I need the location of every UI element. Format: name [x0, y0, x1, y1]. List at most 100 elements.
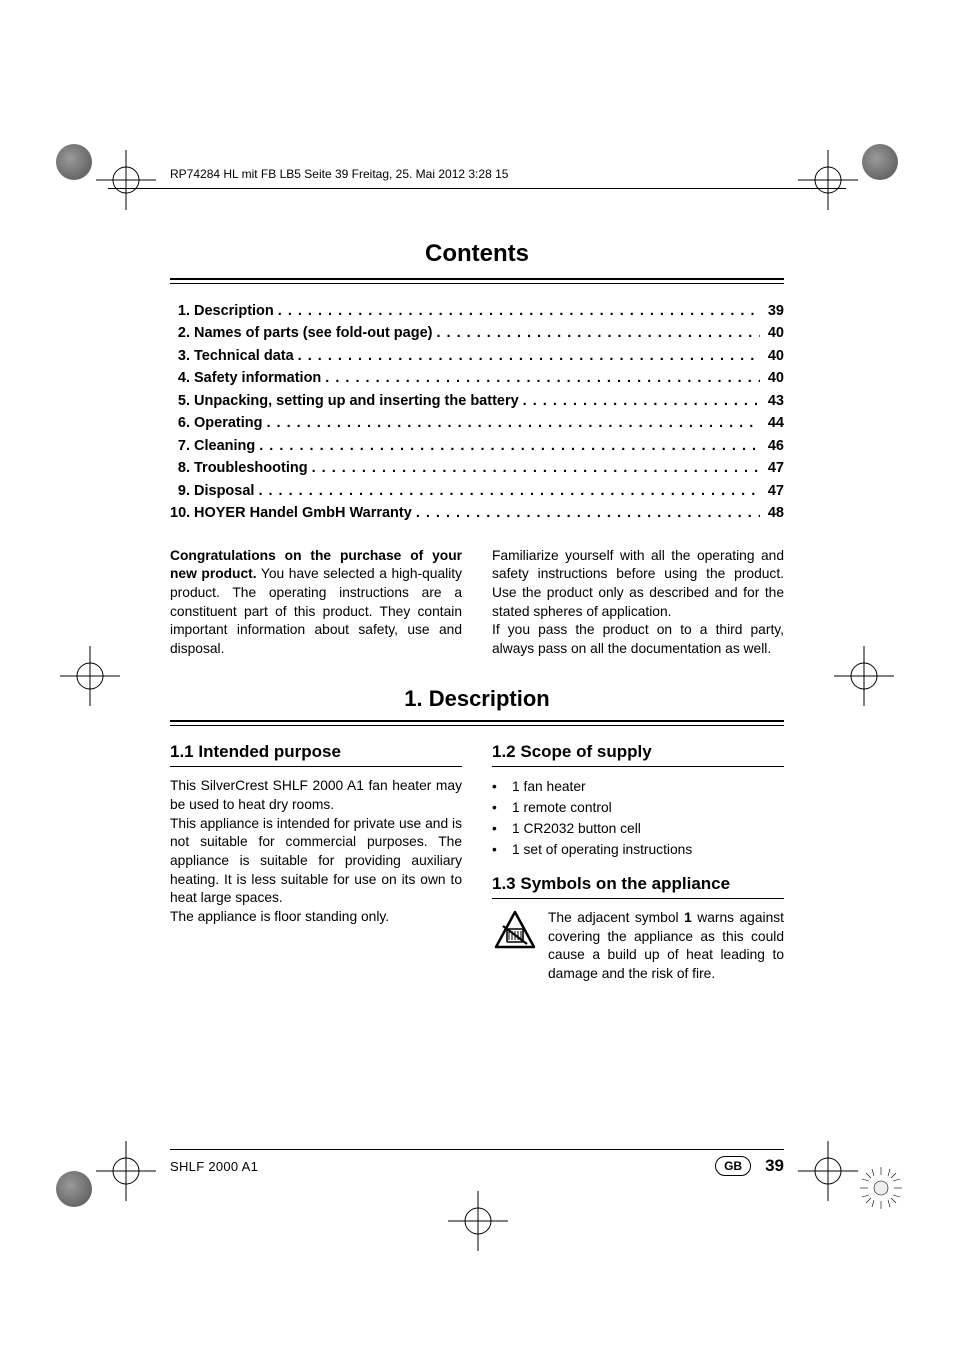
- toc-num: 9.: [170, 480, 194, 502]
- toc-dots: [325, 367, 760, 389]
- toc-num: 8.: [170, 457, 194, 479]
- toc-num: 10.: [170, 502, 194, 524]
- toc-page: 47: [764, 480, 784, 502]
- page-number: 39: [765, 1156, 784, 1176]
- page-footer: SHLF 2000 A1 GB 39: [170, 1149, 784, 1176]
- col-left: 1.1 Intended purpose This SilverCrest SH…: [170, 742, 462, 983]
- toc-num: 4.: [170, 367, 194, 389]
- corner-dot-tr: [862, 144, 898, 180]
- toc-dots: [416, 502, 760, 524]
- scope-item: 1 remote control: [492, 798, 784, 819]
- col-right: 1.2 Scope of supply 1 fan heater1 remote…: [492, 742, 784, 983]
- scope-item: 1 set of operating instructions: [492, 840, 784, 861]
- toc-page: 43: [764, 390, 784, 412]
- do-not-cover-icon: [492, 909, 538, 955]
- intro-columns: Congratulations on the purchase of your …: [170, 547, 784, 659]
- sec-1-1-rule: [170, 766, 462, 767]
- toc-page: 40: [764, 322, 784, 344]
- toc-dots: [523, 390, 760, 412]
- sec-1-3-ref: 1: [684, 910, 692, 925]
- toc-label: Troubleshooting: [194, 457, 308, 479]
- toc-num: 6.: [170, 412, 194, 434]
- toc-num: 2.: [170, 322, 194, 344]
- toc-label: Description: [194, 300, 274, 322]
- registration-mark-right-top: [798, 150, 858, 210]
- sec-1-3-text: The adjacent symbol 1 warns against cove…: [548, 909, 784, 984]
- toc-page: 47: [764, 457, 784, 479]
- intro-right: Familiarize yourself with all the operat…: [492, 547, 784, 659]
- sec-1-1-p2: This appliance is intended for private u…: [170, 815, 462, 908]
- registration-mark-left-mid: [60, 646, 120, 706]
- toc-row: 5.Unpacking, setting up and inserting th…: [170, 390, 784, 412]
- contents-title: Contents: [170, 240, 784, 268]
- toc-row: 7.Cleaning 46: [170, 435, 784, 457]
- intro-right-p2: If you pass the product on to a third pa…: [492, 621, 784, 658]
- corner-dot-tl: [56, 144, 92, 180]
- registration-mark-left-top: [96, 150, 156, 210]
- toc-dots: [266, 412, 759, 434]
- scope-item: 1 fan heater: [492, 777, 784, 798]
- sec-1-2-rule: [492, 766, 784, 767]
- sec-1-1-body: This SilverCrest SHLF 2000 A1 fan heater…: [170, 777, 462, 926]
- scope-item: 1 CR2032 button cell: [492, 819, 784, 840]
- registration-mark-bottom-mid: [448, 1191, 508, 1251]
- toc-page: 48: [764, 502, 784, 524]
- intro-left: Congratulations on the purchase of your …: [170, 547, 462, 659]
- toc-row: 3.Technical data 40: [170, 345, 784, 367]
- intro-right-p1: Familiarize yourself with all the operat…: [492, 547, 784, 622]
- toc-num: 7.: [170, 435, 194, 457]
- toc-label: Unpacking, setting up and inserting the …: [194, 390, 519, 412]
- sec-1-1-p3: The appliance is floor standing only.: [170, 908, 462, 927]
- toc-row: 6.Operating44: [170, 412, 784, 434]
- toc-row: 4.Safety information 40: [170, 367, 784, 389]
- title-rule: [170, 278, 784, 284]
- toc-label: Names of parts (see fold-out page): [194, 322, 432, 344]
- toc-row: 2.Names of parts (see fold-out page) 40: [170, 322, 784, 344]
- toc-row: 9.Disposal 47: [170, 480, 784, 502]
- toc-dots: [259, 435, 760, 457]
- scope-list: 1 fan heater1 remote control1 CR2032 but…: [492, 777, 784, 860]
- toc-label: Disposal: [194, 480, 254, 502]
- sec-1-3-pre: The adjacent symbol: [548, 910, 684, 925]
- toc-dots: [312, 457, 760, 479]
- registration-mark-right-mid: [834, 646, 894, 706]
- registration-mark-right-bottom: [798, 1141, 858, 1201]
- toc-num: 3.: [170, 345, 194, 367]
- toc-page: 40: [764, 367, 784, 389]
- toc-row: 10.HOYER Handel GmbH Warranty 48: [170, 502, 784, 524]
- toc-page: 40: [764, 345, 784, 367]
- corner-dot-bl: [56, 1171, 92, 1207]
- print-header-underline: [108, 188, 846, 189]
- section-1-rule: [170, 720, 784, 726]
- sec-1-2-head: 1.2 Scope of supply: [492, 742, 784, 762]
- toc-label: Cleaning: [194, 435, 255, 457]
- toc-label: Operating: [194, 412, 262, 434]
- toc-label: HOYER Handel GmbH Warranty: [194, 502, 412, 524]
- toc: 1.Description392.Names of parts (see fol…: [170, 300, 784, 525]
- toc-num: 5.: [170, 390, 194, 412]
- toc-dots: [298, 345, 760, 367]
- print-header-text: RP74284 HL mit FB LB5 Seite 39 Freitag, …: [170, 167, 508, 181]
- toc-row: 8.Troubleshooting 47: [170, 457, 784, 479]
- page-content: Contents 1.Description392.Names of parts…: [170, 240, 784, 984]
- toc-page: 46: [764, 435, 784, 457]
- region-badge: GB: [715, 1156, 751, 1176]
- toc-dots: [278, 300, 760, 322]
- symbol-block: The adjacent symbol 1 warns against cove…: [492, 909, 784, 984]
- toc-dots: [258, 480, 759, 502]
- toc-dots: [436, 322, 759, 344]
- sec-1-3-head: 1.3 Symbols on the appliance: [492, 874, 784, 894]
- footer-model: SHLF 2000 A1: [170, 1159, 258, 1174]
- sec-1-1-head: 1.1 Intended purpose: [170, 742, 462, 762]
- section-1-title: 1. Description: [170, 686, 784, 712]
- section-1-body: 1.1 Intended purpose This SilverCrest SH…: [170, 742, 784, 983]
- corner-burst-br: [858, 1165, 904, 1211]
- toc-label: Technical data: [194, 345, 294, 367]
- toc-label: Safety information: [194, 367, 321, 389]
- sec-1-3-rule: [492, 898, 784, 899]
- toc-num: 1.: [170, 300, 194, 322]
- toc-row: 1.Description 39: [170, 300, 784, 322]
- registration-mark-left-bottom: [96, 1141, 156, 1201]
- toc-page: 39: [764, 300, 784, 322]
- sec-1-1-p1: This SilverCrest SHLF 2000 A1 fan heater…: [170, 777, 462, 814]
